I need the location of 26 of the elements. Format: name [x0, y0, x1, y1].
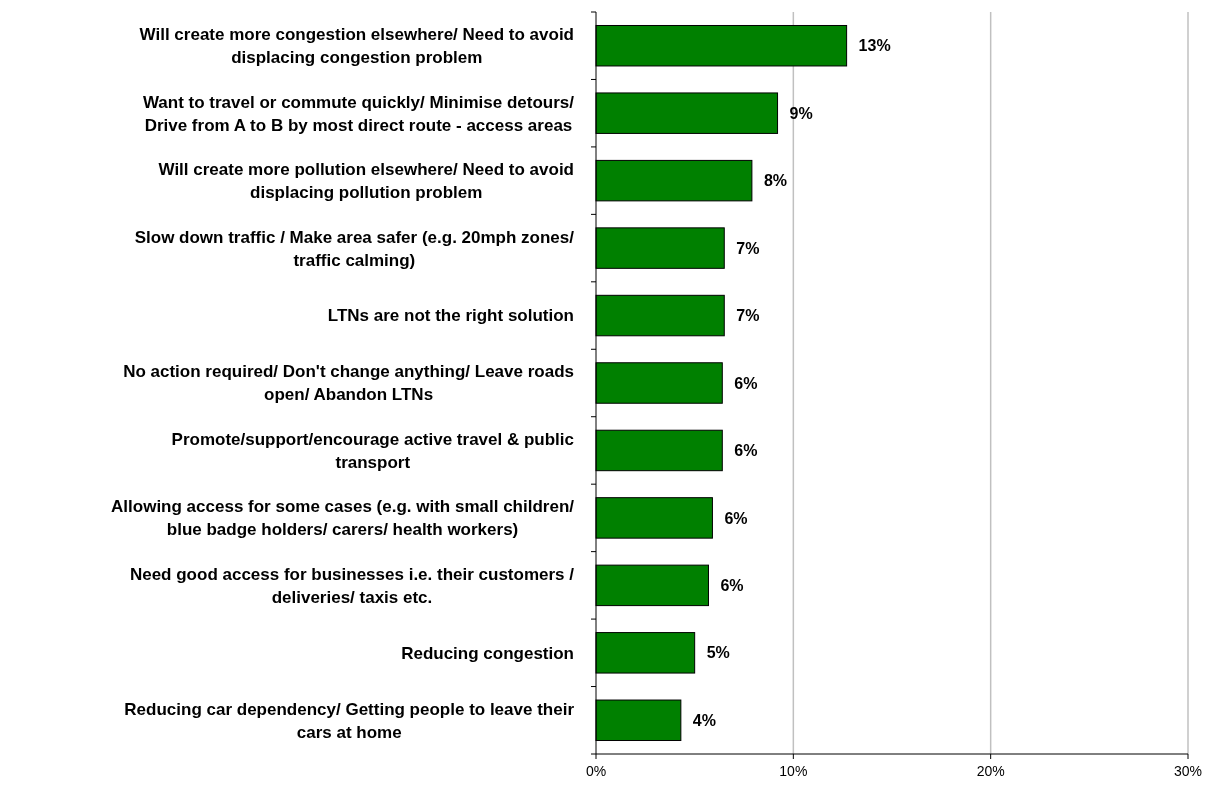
data-label: 8% — [763, 172, 788, 190]
data-label: 5% — [706, 644, 730, 662]
y-tick-label: Allowing access for some cases (e.g. with small children/ blue badge holders/ carers/ health workers) — [111, 497, 575, 540]
y-tick-label: Reducing car dependency/ Getting people to leave their cars at home — [124, 699, 575, 742]
x-tick-label: 10% — [779, 763, 808, 779]
y-tick-label: No action required/ Don't change anything/ Leave roads open/ Abandon LTNs — [123, 362, 574, 405]
y-tick-label: Reducing congestion — [401, 643, 574, 663]
y-tick-label: Will create more pollution elsewhere/ Need to avoid displacing pollution problem — [158, 160, 575, 203]
data-label: 13% — [858, 37, 891, 55]
y-tick-label: Promote/support/encourage active travel & public transport — [171, 429, 574, 472]
data-label: 4% — [692, 711, 716, 729]
x-tick-label: 0% — [585, 763, 607, 779]
data-label: 9% — [789, 104, 813, 122]
data-label: 7% — [736, 307, 760, 325]
data-label: 7% — [736, 239, 760, 257]
data-label: 6% — [720, 576, 744, 594]
y-tick-label: Need good access for businesses i.e. their customers / deliveries/ taxis etc. — [129, 564, 575, 607]
y-tick-label: LTNs are not the right solution — [327, 306, 575, 326]
data-label: 6% — [734, 442, 758, 460]
y-tick-label: Want to travel or commute quickly/ Minimise detours/ Drive from A to B by most direct route - access areas — [142, 92, 575, 135]
data-label: 6% — [734, 374, 758, 392]
y-tick-label: Slow down traffic / Make area safer (e.g. 20mph zones/ traffic calming) — [134, 227, 575, 270]
y-tick-label: Will create more congestion elsewhere/ Need to avoid displacing congestion problem — [139, 25, 574, 68]
x-tick-label: 20% — [976, 763, 1005, 779]
x-tick-label: 30% — [1173, 763, 1203, 779]
data-label: 6% — [724, 509, 748, 527]
